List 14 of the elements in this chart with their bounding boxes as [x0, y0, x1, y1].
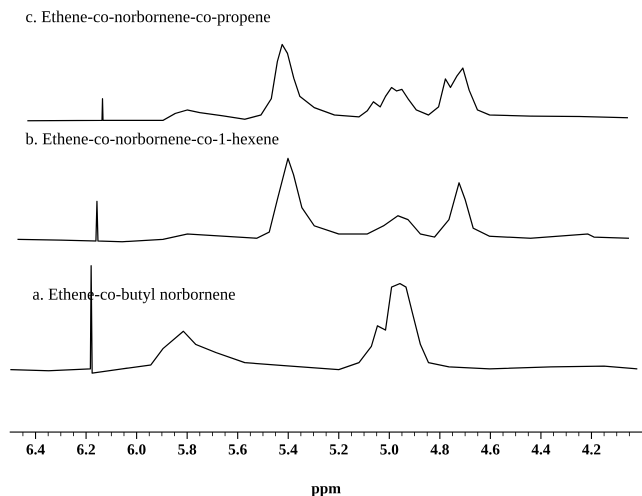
- x-tick-label: 4.2: [582, 444, 600, 455]
- x-tick-label: 4.8: [430, 444, 449, 455]
- x-tick-label: 5.0: [380, 444, 398, 455]
- x-tick-label: 5.4: [279, 444, 298, 455]
- series-label: c. Ethene-co-norbornene-co-propene: [26, 10, 270, 26]
- x-tick-label: 5.6: [228, 444, 247, 455]
- x-tick-label: 6.4: [26, 444, 45, 455]
- x-tick-label: 5.2: [330, 444, 348, 455]
- x-tick-label: 5.8: [178, 444, 196, 455]
- x-tick-label: 4.4: [532, 444, 550, 455]
- x-tick-label: 4.6: [481, 444, 500, 455]
- x-tick-label: 6.0: [128, 444, 146, 455]
- series-label: b. Ethene-co-norbornene-co-1-hexene: [25, 132, 278, 145]
- x-tick-label: 6.2: [77, 444, 95, 455]
